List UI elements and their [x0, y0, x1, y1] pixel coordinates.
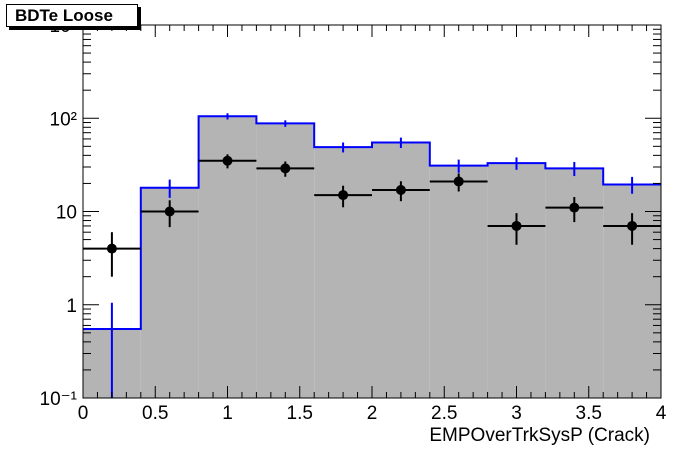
data-point	[569, 202, 580, 213]
x-axis-ticks: 0 0.5 1 1.5 2 2.5 3 3.5 4	[78, 25, 667, 424]
mc-bin	[487, 163, 546, 398]
data-point	[106, 243, 117, 254]
y-tick-label: 1	[66, 296, 77, 317]
y-tick-label: 10²	[50, 109, 77, 130]
data-point	[511, 220, 522, 231]
data-points	[83, 154, 661, 277]
data-point	[338, 190, 349, 201]
y-tick-label: 10	[56, 203, 77, 224]
y-tick-label: 10⁻¹	[40, 389, 78, 410]
x-tick-label: 4	[656, 403, 667, 424]
mc-bin	[372, 142, 430, 398]
x-axis-label: EMPOverTrkSysP (Crack)	[429, 425, 650, 446]
mc-bin	[429, 165, 488, 398]
mc-histogram-fill	[83, 116, 661, 398]
x-tick-label: 2	[367, 403, 378, 424]
data-point	[222, 155, 233, 166]
data-point	[280, 163, 291, 174]
data-point	[395, 185, 406, 196]
x-tick-label: 0	[78, 403, 89, 424]
mc-histogram-outline	[83, 115, 661, 330]
x-tick-label: 1.5	[287, 403, 313, 424]
data-point	[453, 176, 464, 187]
x-tick-label: 0.5	[142, 403, 168, 424]
data-point	[627, 220, 638, 231]
legend-label: BDTe Loose	[6, 4, 138, 27]
data-point	[164, 206, 175, 217]
mc-bin	[314, 147, 372, 398]
x-tick-label: 2.5	[431, 403, 457, 424]
x-tick-label: 3	[511, 403, 522, 424]
mc-step-line	[83, 115, 661, 330]
x-tick-label: 3.5	[576, 403, 602, 424]
x-tick-label: 1	[222, 403, 233, 424]
